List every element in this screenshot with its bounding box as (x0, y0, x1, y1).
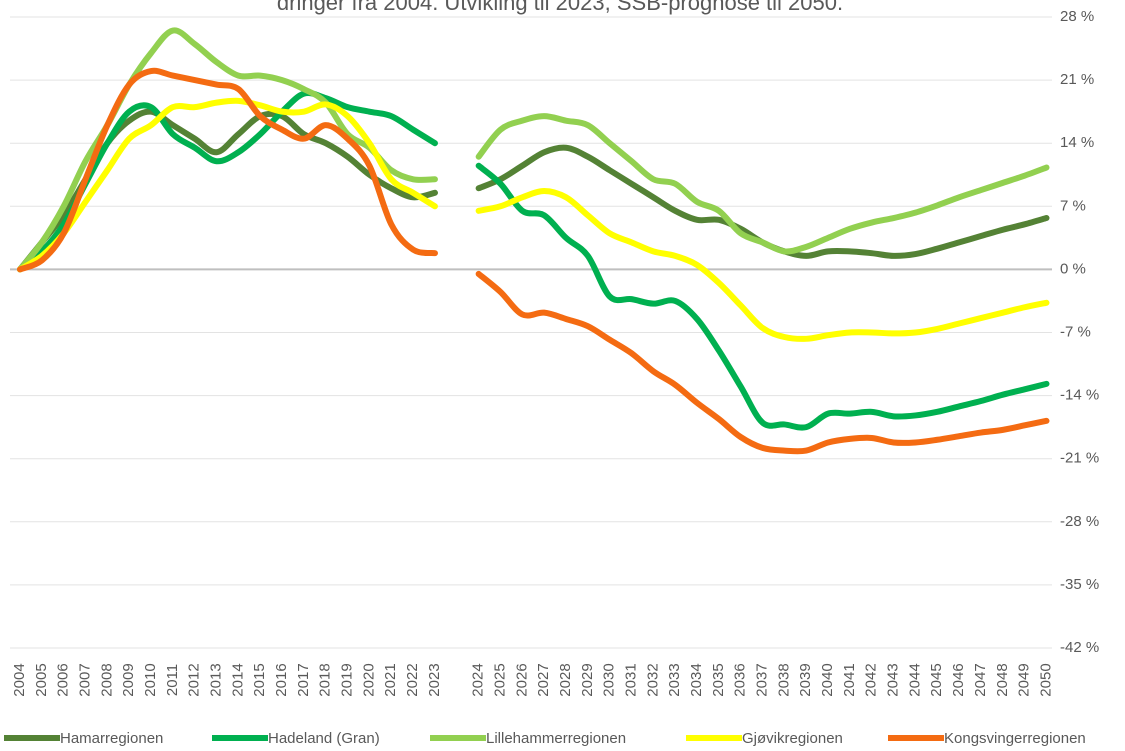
x-tick-label: 2028 (557, 663, 574, 696)
x-tick-label: 2009 (120, 663, 137, 696)
legend-item: Gjøvikregionen (686, 730, 843, 747)
x-tick-label: 2025 (491, 663, 508, 696)
y-tick-label: 7 % (1060, 197, 1086, 214)
x-tick-label: 2023 (426, 663, 443, 696)
y-tick-label: -42 % (1060, 639, 1099, 656)
y-tick-label: 21 % (1060, 71, 1094, 88)
x-tick-label: 2034 (688, 663, 705, 696)
y-tick-label: -21 % (1060, 450, 1099, 467)
x-tick-label: 2015 (251, 663, 268, 696)
x-tick-label: 2043 (885, 663, 902, 696)
x-tick-label: 2030 (601, 663, 618, 696)
series-line (17, 97, 1050, 342)
x-tick-label: 2004 (11, 663, 28, 696)
x-tick-label: 2016 (273, 663, 290, 696)
x-tick-label: 2027 (535, 663, 552, 696)
x-tick-label: 2013 (208, 663, 225, 696)
x-tick-label: 2033 (666, 663, 683, 696)
chart-title: dringer fra 2004. Utvikling til 2023, SS… (277, 0, 843, 15)
x-tick-label: 2020 (360, 663, 377, 696)
x-tick-label: 2037 (754, 663, 771, 696)
y-tick-label: 14 % (1060, 134, 1094, 151)
y-tick-label: 28 % (1060, 8, 1094, 25)
x-tick-label: 2014 (229, 663, 246, 696)
x-tick-label: 2031 (622, 663, 639, 696)
x-tick-label: 2022 (404, 663, 421, 696)
x-tick-label: 2042 (863, 663, 880, 696)
legend-label: Lillehammerregionen (486, 730, 626, 747)
x-tick-label: 2035 (710, 663, 727, 696)
x-tick-label: 2036 (732, 663, 749, 696)
x-tick-label: 2010 (142, 663, 159, 696)
x-tick-label: 2045 (928, 663, 945, 696)
series-line (17, 67, 1050, 455)
x-tick-label: 2017 (295, 663, 312, 696)
x-tick-label: 2040 (819, 663, 836, 696)
x-tick-label: 2026 (513, 663, 530, 696)
x-tick-label: 2012 (186, 663, 203, 696)
legend-item: Hamarregionen (4, 730, 163, 747)
legend-item: Hadeland (Gran) (212, 730, 380, 747)
y-tick-label: -7 % (1060, 323, 1091, 340)
x-tick-label: 2029 (579, 663, 596, 696)
x-tick-label: 2005 (33, 663, 50, 696)
x-tick-label: 2019 (339, 663, 356, 696)
x-tick-label: 2048 (994, 663, 1011, 696)
x-tick-label: 2032 (644, 663, 661, 696)
legend-item: Lillehammerregionen (430, 730, 626, 747)
x-tick-label: 2024 (470, 663, 487, 696)
x-tick-label: 2050 (1037, 663, 1054, 696)
x-tick-label: 2049 (1016, 663, 1033, 696)
x-tick-label: 2041 (841, 663, 858, 696)
x-tick-label: 2011 (164, 664, 181, 696)
y-tick-label: -14 % (1060, 387, 1099, 404)
x-tick-label: 2018 (317, 663, 334, 696)
legend-item: Kongsvingerregionen (888, 730, 1086, 747)
series-line (17, 27, 1050, 273)
x-tick-label: 2006 (55, 663, 72, 696)
x-tick-label: 2044 (906, 663, 923, 696)
y-tick-label: -35 % (1060, 576, 1099, 593)
x-tick-label: 2021 (382, 663, 399, 696)
x-tick-label: 2039 (797, 663, 814, 696)
x-tick-label: 2046 (950, 663, 967, 696)
y-tick-label: 0 % (1060, 260, 1086, 277)
legend-label: Hadeland (Gran) (268, 730, 380, 747)
y-tick-label: -28 % (1060, 513, 1099, 530)
x-tick-label: 2047 (972, 663, 989, 696)
x-tick-label: 2038 (775, 663, 792, 696)
legend-label: Kongsvingerregionen (944, 730, 1086, 747)
legend-label: Gjøvikregionen (742, 730, 843, 747)
legend-label: Hamarregionen (60, 730, 163, 747)
x-tick-label: 2007 (76, 663, 93, 696)
x-tick-label: 2008 (98, 663, 115, 696)
